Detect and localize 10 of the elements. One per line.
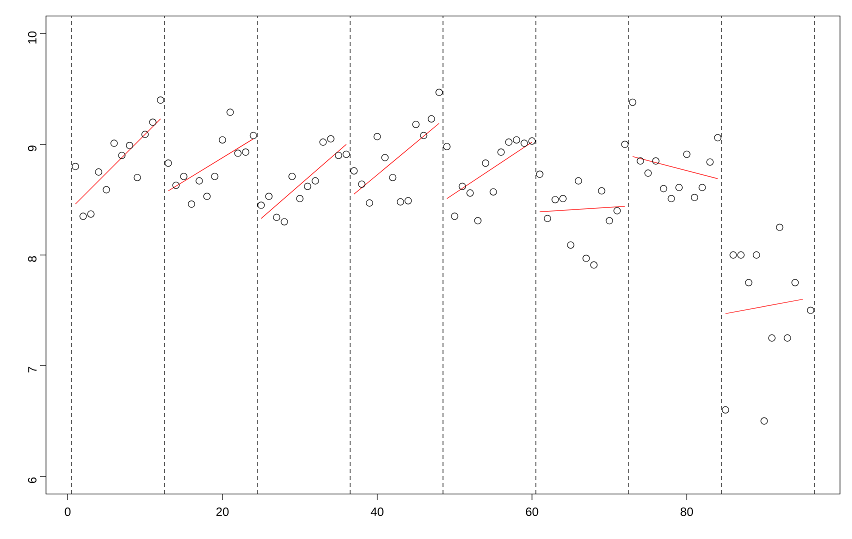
y-tick-label: 8 xyxy=(28,256,36,262)
x-tick-label: 0 xyxy=(64,508,71,516)
y-tick-label: 7 xyxy=(28,366,36,372)
y-tick-label: 6 xyxy=(28,477,36,484)
x-tick-label: 20 xyxy=(216,508,229,516)
y-tick-label: 10 xyxy=(28,32,36,44)
x-tick-label: 40 xyxy=(370,508,384,516)
y-tick-label: 9 xyxy=(28,146,36,152)
x-tick-label: 80 xyxy=(680,508,693,516)
x-tick-label: 60 xyxy=(526,508,538,516)
